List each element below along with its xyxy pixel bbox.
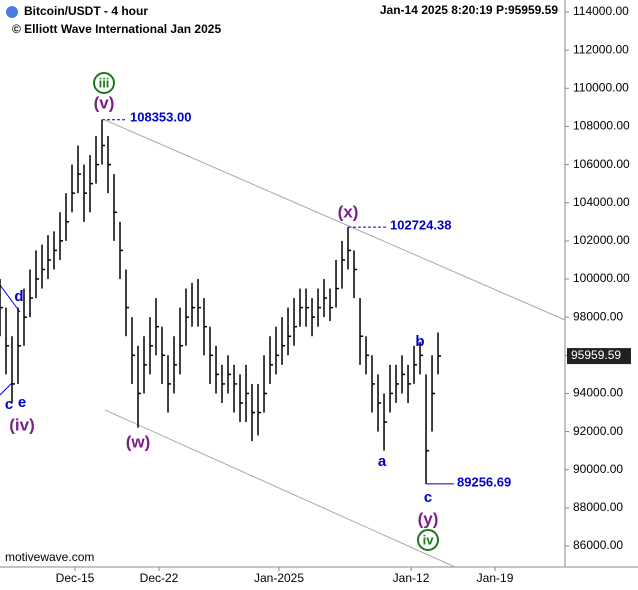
- channel-line: [104, 409, 456, 568]
- y-tick-label: 110000.00: [573, 80, 629, 94]
- y-tick-label: 104000.00: [573, 195, 630, 209]
- y-tick-label: 106000.00: [573, 157, 630, 171]
- y-tick-label: 114000.00: [573, 4, 629, 18]
- y-tick-label: 108000.00: [573, 119, 630, 133]
- y-tick-label: 92000.00: [573, 424, 623, 438]
- y-tick-label: 88000.00: [573, 500, 623, 514]
- y-tick-label: 100000.00: [573, 271, 630, 285]
- x-tick-label: Jan-19: [477, 571, 514, 585]
- wave-label: (w): [126, 432, 151, 451]
- wave-label: d: [14, 288, 23, 305]
- wave-line: [0, 284, 21, 313]
- wave-circle: [93, 72, 115, 94]
- y-tick-label: 94000.00: [573, 386, 623, 400]
- x-tick-label: Jan-12: [393, 571, 430, 585]
- wave-label: e: [18, 394, 26, 411]
- price-label: 102724.38: [390, 217, 451, 232]
- x-tick-label: Dec-22: [140, 571, 179, 585]
- y-tick-label: 90000.00: [573, 462, 623, 476]
- symbol-dot: [6, 6, 18, 18]
- last-price-label: 95959.59: [571, 348, 621, 362]
- wave-line: [0, 382, 13, 396]
- y-tick-label: 102000.00: [573, 233, 630, 247]
- title: Bitcoin/USDT - 4 hour: [24, 4, 148, 18]
- wave-label: c: [424, 489, 432, 506]
- y-tick-label: 112000.00: [573, 42, 629, 56]
- wave-label: iii: [99, 75, 110, 90]
- x-tick-label: Jan-2025: [254, 571, 304, 585]
- wave-label: c: [5, 396, 13, 413]
- wave-label: (y): [418, 509, 439, 528]
- wave-circle: [417, 529, 439, 551]
- wave-label: b: [415, 333, 424, 350]
- wave-label: a: [378, 453, 387, 470]
- wave-label: (x): [338, 202, 359, 221]
- y-tick-label: 86000.00: [573, 538, 623, 552]
- subtitle: © Elliott Wave International Jan 2025: [12, 22, 221, 36]
- wave-label: (v): [94, 93, 115, 112]
- price-label: 89256.69: [457, 474, 511, 489]
- channel-line: [104, 119, 566, 321]
- wave-label: (iv): [9, 415, 35, 434]
- last-price-box: [567, 348, 631, 365]
- x-tick-label: Dec-15: [56, 571, 95, 585]
- timestamp: Jan-14 2025 8:20:19 P:95959.59: [380, 3, 558, 17]
- wave-label: iv: [423, 532, 435, 547]
- y-tick-label: 98000.00: [573, 309, 623, 323]
- price-label: 108353.00: [130, 109, 191, 124]
- watermark: motivewave.com: [5, 550, 94, 564]
